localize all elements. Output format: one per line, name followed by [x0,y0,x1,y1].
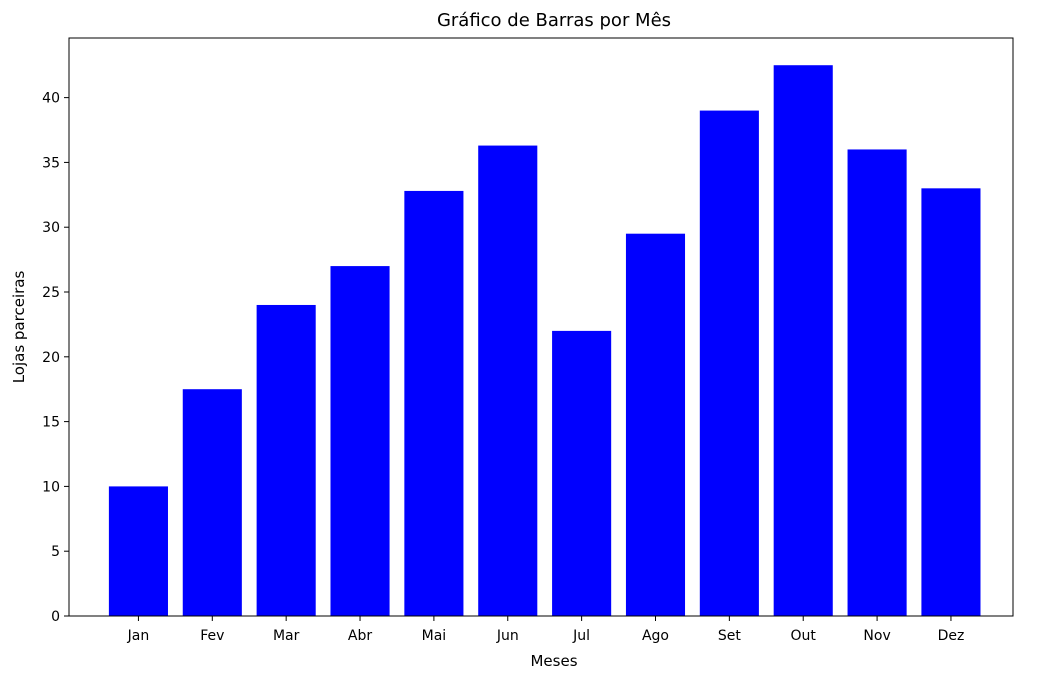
bar-jul [552,330,612,616]
plot-frame [68,37,1014,617]
bar-mai [404,190,464,616]
y-tick-label: 5 [51,544,60,560]
bar-jan [108,486,168,616]
x-tick-label: Jan [127,628,150,644]
y-tick-label: 25 [42,285,60,301]
x-tick-label: Dez [938,628,965,644]
bars-group [108,65,981,617]
x-tick-label: Fev [200,628,224,644]
x-tick-label: Jul [572,628,590,644]
y-tick-label: 35 [42,155,60,171]
bar-dez [921,188,981,616]
y-tick-label: 0 [51,609,60,625]
x-tick-label: Jun [496,628,519,644]
y-tick-label: 10 [42,479,60,495]
bar-out [773,65,833,616]
bar-fev [182,389,242,616]
x-axis-label: Meses [530,652,577,670]
y-tick-label: 40 [42,91,60,107]
x-axis: Jan Fev Mar Abr Mai Jun Jul Ago Set Out Nov Dez [127,616,965,644]
x-tick-label: Ago [642,628,669,644]
y-axis-label: Lojas parceiras [10,271,28,384]
bar-abr [330,266,390,616]
x-tick-label: Mar [273,628,300,644]
bar-nov [847,149,907,616]
y-tick-label: 20 [42,350,60,366]
bar-ago [625,233,686,616]
x-tick-label: Out [791,628,817,644]
chart-title: Gráfico de Barras por Mês [437,10,671,31]
x-tick-label: Mai [422,628,447,644]
y-tick-label: 30 [42,220,60,236]
x-tick-label: Abr [348,628,372,644]
bar-set [699,110,759,617]
x-tick-label: Set [718,628,742,644]
x-tick-label: Nov [863,628,890,644]
bar-mar [256,304,316,616]
y-tick-label: 15 [42,415,60,431]
bar-jun [478,145,538,617]
y-axis: 0 5 10 15 20 25 30 35 40 [42,91,69,625]
